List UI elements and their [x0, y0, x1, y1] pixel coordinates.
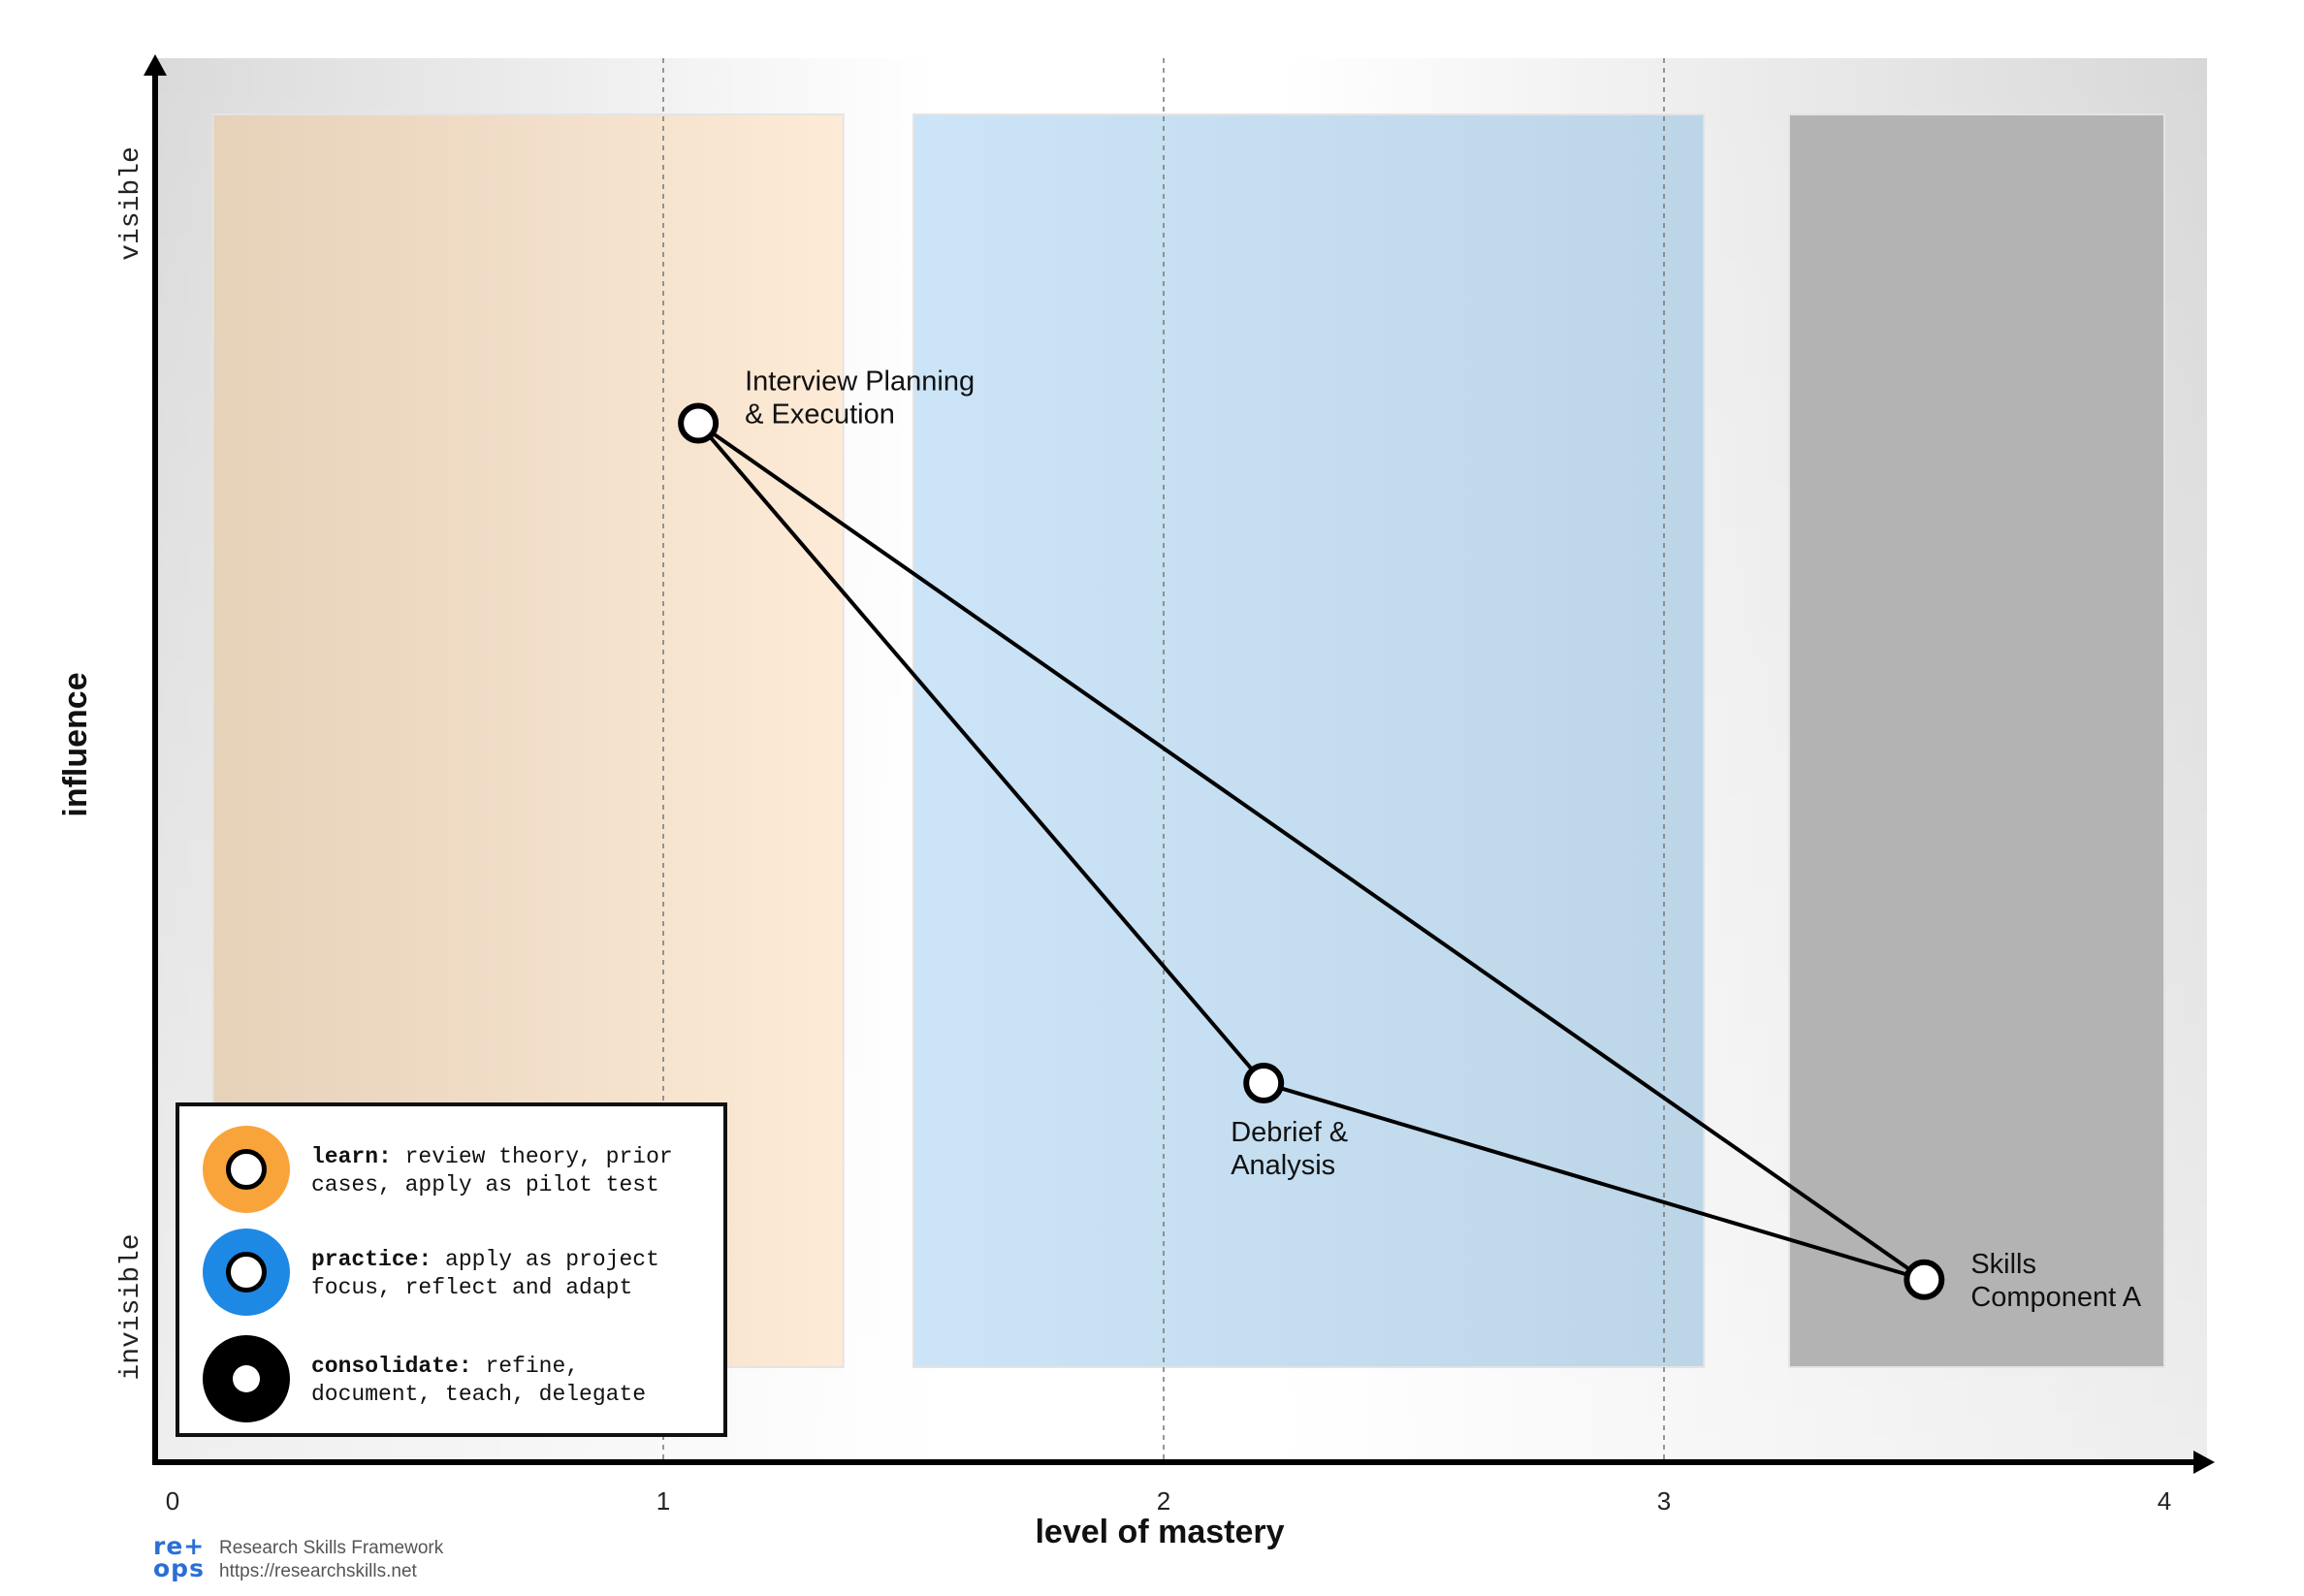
- skill-node-0: [678, 402, 720, 444]
- legend-item-consolidate: consolidate: refine, document, teach, de…: [179, 1335, 723, 1432]
- legend-desc-learn-line2: cases, apply as pilot test: [311, 1172, 659, 1197]
- legend-desc-learn-line1: review theory, prior: [391, 1144, 673, 1169]
- x-tick-label-3: 3: [1657, 1486, 1671, 1516]
- x-tick-label-4: 4: [2158, 1486, 2171, 1516]
- skill-label-0-line2: & Execution: [745, 399, 895, 430]
- legend: learn: review theory, prior cases, apply…: [176, 1102, 727, 1437]
- ticks-layer: 0 1 2 3 4: [166, 1486, 2171, 1516]
- legend-desc-consolidate-line1: refine,: [471, 1354, 580, 1379]
- y-axis-arrow: [144, 54, 167, 76]
- legend-item-practice: practice: apply as project focus, reflec…: [179, 1229, 723, 1325]
- x-tick-label-1: 1: [656, 1486, 670, 1516]
- legend-desc-practice-line1: apply as project: [432, 1247, 659, 1272]
- skill-label-1-line1: Debrief &: [1231, 1117, 1348, 1148]
- link-0-1: [696, 422, 1265, 1085]
- y-axis-title: influence: [57, 672, 94, 816]
- practice-swatch-icon: [203, 1229, 290, 1316]
- zone-practice: [912, 113, 1706, 1368]
- skill-node-2: [1904, 1259, 1945, 1300]
- legend-item-learn: learn: review theory, prior cases, apply…: [179, 1126, 723, 1223]
- link-0-2: [696, 421, 1926, 1282]
- x-tick-label-2: 2: [1157, 1486, 1170, 1516]
- footer-credit: Research Skills Framework https://resear…: [219, 1537, 443, 1583]
- x-axis-arrow: [2193, 1451, 2215, 1474]
- nodes-layer: Interview Planning& Execution Debrief &An…: [678, 366, 2142, 1313]
- legend-term-consolidate: consolidate:: [311, 1354, 472, 1379]
- reops-logo: re+ ops: [153, 1532, 206, 1582]
- skill-label-1-line2: Analysis: [1231, 1150, 1335, 1181]
- skill-node-1: [1243, 1063, 1285, 1104]
- legend-desc-consolidate-line2: document, teach, delegate: [311, 1382, 647, 1407]
- skill-label-0-line1: Interview Planning: [745, 366, 975, 397]
- zones-layer: [211, 113, 2165, 1368]
- learn-swatch-icon: [203, 1126, 290, 1213]
- logo-line2: ops: [153, 1554, 205, 1582]
- legend-desc-practice-line2: focus, reflect and adapt: [311, 1275, 633, 1300]
- footer-title: Research Skills Framework: [219, 1538, 444, 1558]
- footer-url: https://researchskills.net: [219, 1561, 417, 1581]
- links-layer: [696, 421, 1926, 1282]
- x-axis-title: level of mastery: [1035, 1514, 1284, 1550]
- link-1-2: [1263, 1081, 1925, 1282]
- logo-line1: re+: [153, 1532, 206, 1560]
- legend-term-learn: learn:: [311, 1144, 392, 1169]
- skill-label-2-line1: Skills: [1970, 1249, 2036, 1280]
- zone-consolidate: [1788, 113, 2165, 1368]
- legend-term-practice: practice:: [311, 1247, 432, 1272]
- consolidate-swatch-icon: [203, 1335, 290, 1422]
- skill-label-2-line2: Component A: [1970, 1282, 2141, 1313]
- y-axis-bottom-label: invisible: [116, 1233, 146, 1380]
- y-axis-top-label: visible: [116, 146, 146, 261]
- x-tick-label-0: 0: [166, 1486, 179, 1516]
